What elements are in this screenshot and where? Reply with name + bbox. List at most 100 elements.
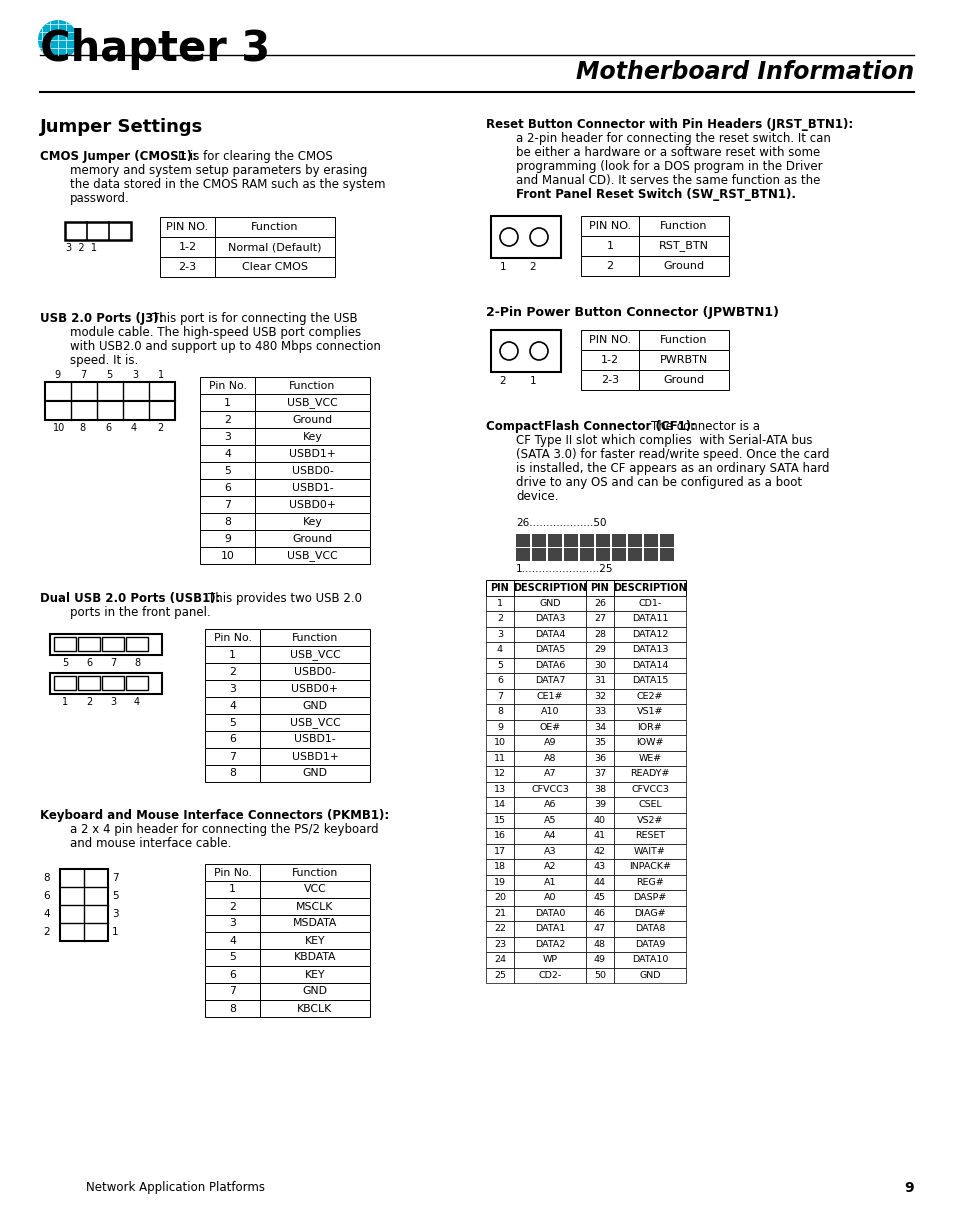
Text: REG#: REG# [636, 878, 663, 887]
Text: Jumper Settings: Jumper Settings [40, 118, 203, 136]
Text: WE#: WE# [638, 754, 661, 763]
Text: 38: 38 [594, 785, 605, 793]
Bar [585, 596, 614, 612]
Bar [54, 637, 76, 651]
Bar [612, 548, 625, 561]
Bar [200, 513, 254, 530]
Bar [200, 462, 254, 479]
Text: 5: 5 [62, 658, 69, 668]
Bar [585, 921, 614, 937]
Text: WAIT#: WAIT# [634, 847, 665, 856]
Bar [254, 429, 370, 445]
Text: Function: Function [289, 381, 335, 391]
Text: 6: 6 [224, 483, 231, 492]
Bar [514, 905, 585, 921]
Text: speed. It is.: speed. It is. [70, 354, 138, 367]
Circle shape [530, 228, 547, 246]
Text: Dual USB 2.0 Ports (USB1):: Dual USB 2.0 Ports (USB1): [40, 592, 220, 605]
Text: Key: Key [302, 431, 322, 442]
Bar [659, 548, 673, 561]
Text: drive to any OS and can be configured as a boot: drive to any OS and can be configured as… [516, 476, 801, 489]
Text: KBDATA: KBDATA [294, 953, 335, 963]
Text: 7: 7 [112, 873, 118, 883]
Text: Network Application Platforms: Network Application Platforms [86, 1181, 265, 1194]
Bar [126, 637, 148, 651]
Text: 27: 27 [594, 614, 605, 624]
Text: Pin No.: Pin No. [209, 381, 246, 391]
Text: A6: A6 [543, 801, 556, 809]
Text: 4: 4 [133, 698, 140, 707]
Text: 8: 8 [79, 422, 85, 433]
Bar [585, 797, 614, 813]
Text: DESCRIPTION: DESCRIPTION [613, 583, 686, 593]
Text: DATA1: DATA1 [535, 925, 564, 933]
Bar [585, 704, 614, 720]
Text: Function: Function [292, 632, 337, 642]
Text: be either a hardware or a software reset with some: be either a hardware or a software reset… [516, 146, 820, 158]
Bar [205, 629, 260, 646]
Bar [614, 968, 685, 982]
Bar [254, 479, 370, 496]
Text: 1: 1 [224, 398, 231, 408]
Bar [643, 548, 658, 561]
Bar [485, 766, 514, 781]
Text: DATA7: DATA7 [535, 677, 564, 685]
Bar [585, 642, 614, 657]
Text: USBD1+: USBD1+ [289, 448, 335, 458]
Text: USB_VCC: USB_VCC [287, 397, 337, 408]
Text: 1: 1 [112, 927, 118, 937]
Bar [639, 370, 728, 391]
Bar [485, 968, 514, 982]
Text: PIN: PIN [490, 583, 509, 593]
Text: 1: 1 [62, 698, 68, 707]
Text: KEY: KEY [304, 969, 325, 980]
Text: 18: 18 [494, 862, 505, 871]
Bar [260, 629, 370, 646]
Text: USB_VCC: USB_VCC [290, 650, 340, 659]
Text: 5: 5 [106, 370, 112, 379]
Text: 34: 34 [594, 723, 605, 732]
Text: 44: 44 [594, 878, 605, 887]
Text: GND: GND [639, 971, 660, 980]
Bar [485, 750, 514, 766]
Bar [214, 217, 335, 237]
Text: and Manual CD). It serves the same function as the: and Manual CD). It serves the same funct… [516, 174, 820, 187]
Text: A3: A3 [543, 847, 556, 856]
Bar [485, 657, 514, 673]
Bar [260, 663, 370, 680]
Text: 2: 2 [157, 422, 163, 433]
Text: 8: 8 [224, 517, 231, 527]
Text: Function: Function [251, 222, 298, 232]
Bar [580, 370, 639, 391]
Bar [532, 548, 545, 561]
Text: A1: A1 [543, 878, 556, 887]
Bar [614, 844, 685, 860]
Text: a 2 x 4 pin header for connecting the PS/2 keyboard: a 2 x 4 pin header for connecting the PS… [70, 823, 378, 836]
Bar [514, 689, 585, 704]
Text: PWRBTN: PWRBTN [659, 355, 707, 365]
Text: DATA5: DATA5 [535, 645, 564, 655]
Text: WP: WP [542, 955, 557, 964]
Bar [614, 720, 685, 736]
Bar [514, 797, 585, 813]
Bar [585, 689, 614, 704]
Bar [532, 534, 545, 546]
Bar [45, 382, 174, 402]
Bar [205, 982, 260, 1000]
Text: Normal (Default): Normal (Default) [228, 242, 321, 252]
Bar [614, 596, 685, 612]
Bar [260, 949, 370, 966]
Bar [514, 890, 585, 905]
Text: 3: 3 [112, 909, 118, 919]
Bar [514, 736, 585, 750]
Bar [485, 626, 514, 642]
Text: 5: 5 [497, 661, 502, 669]
Text: 21: 21 [494, 909, 505, 917]
Text: 3: 3 [229, 684, 235, 694]
Text: 1: 1 [229, 650, 235, 659]
Text: Function: Function [659, 335, 707, 345]
Bar [514, 860, 585, 874]
Bar [254, 513, 370, 530]
Text: 1: 1 [497, 599, 502, 608]
Text: 8: 8 [229, 769, 235, 779]
